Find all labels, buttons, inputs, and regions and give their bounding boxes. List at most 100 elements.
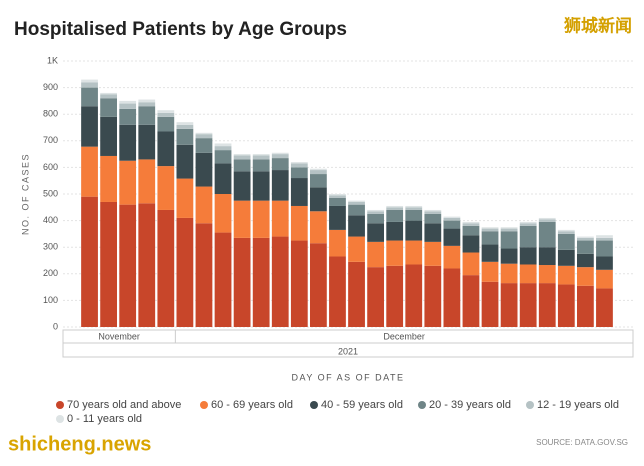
- bar-segment: [557, 231, 575, 234]
- bar-segment: [310, 187, 327, 212]
- bar-segment: [557, 233, 575, 250]
- bar-segment: [367, 267, 384, 327]
- bar-segment: [81, 106, 98, 147]
- bar-segment: [500, 263, 518, 284]
- bar-segment: [214, 143, 232, 147]
- bar-segment: [500, 227, 518, 229]
- bar-segment: [290, 163, 308, 168]
- legend-swatch: [200, 401, 208, 409]
- bar-segment: [157, 110, 175, 113]
- bar-segment: [557, 249, 575, 266]
- bar-segment: [443, 268, 461, 327]
- bar-segment: [176, 217, 194, 327]
- legend-label: 70 years old and above: [67, 399, 181, 411]
- y-tick-label: 200: [43, 268, 58, 278]
- bar-segment: [157, 131, 175, 167]
- legend-swatch: [526, 401, 534, 409]
- bar-segment: [195, 138, 213, 153]
- x-group-label: November: [98, 331, 140, 341]
- bar-segment: [119, 108, 137, 125]
- bar-segment: [557, 284, 575, 327]
- bar-segment: [195, 223, 213, 327]
- bar-segment: [119, 204, 137, 327]
- bar-segment: [367, 209, 384, 212]
- x-group-label: December: [383, 331, 425, 341]
- bar-segment: [348, 261, 365, 327]
- bar-segment: [310, 211, 327, 244]
- bar-segment: [405, 207, 423, 210]
- bar-segment: [271, 152, 289, 155]
- bar-segment: [519, 264, 537, 284]
- bar-segment: [176, 144, 194, 179]
- legend-swatch: [418, 401, 426, 409]
- bar-segment: [290, 240, 308, 327]
- bar-segment: [119, 100, 137, 104]
- bar-segment: [329, 194, 346, 196]
- bar-segment: [443, 245, 461, 269]
- bar-segment: [252, 171, 270, 201]
- bar-segment: [329, 205, 346, 230]
- bar-segment: [252, 237, 270, 327]
- bar-segment: [481, 281, 499, 327]
- bar-segment: [310, 170, 327, 175]
- bar-segment: [138, 124, 156, 160]
- bar-segment: [577, 240, 594, 254]
- bar-segment: [538, 217, 556, 220]
- bar-segment: [271, 154, 289, 159]
- bar-segment: [596, 288, 613, 327]
- bar-segment: [519, 225, 537, 248]
- bar-segment: [271, 170, 289, 201]
- legend-label: 12 - 19 years old: [537, 399, 619, 411]
- bar-segment: [443, 217, 461, 221]
- bar-segment: [348, 215, 365, 237]
- bar-segment: [195, 132, 213, 135]
- bar-segment: [176, 122, 194, 125]
- bar-segment: [557, 265, 575, 285]
- bar-segment: [424, 223, 442, 242]
- bar-segment: [367, 211, 384, 214]
- bar-segment: [252, 154, 270, 156]
- bar-segment: [100, 155, 117, 202]
- bar-segment: [386, 207, 404, 210]
- bar-segment: [138, 106, 156, 125]
- bar-segment: [348, 201, 365, 205]
- bar-segment: [348, 204, 365, 216]
- bar-segment: [424, 209, 442, 212]
- bar-segment: [538, 221, 556, 248]
- bar-segment: [214, 146, 232, 151]
- chart-title: Hospitalised Patients by Age Groups: [14, 19, 347, 40]
- bar-segment: [119, 124, 137, 161]
- bar-segment: [271, 200, 289, 237]
- bar-segment: [577, 236, 594, 238]
- bar-segment: [481, 261, 499, 282]
- bar-segment: [176, 178, 194, 218]
- y-tick-label: 700: [43, 135, 58, 145]
- bar-segment: [214, 194, 232, 233]
- bar-segment: [462, 252, 480, 276]
- bar-segment: [176, 124, 194, 129]
- bar-segment: [100, 92, 117, 95]
- bar-segment: [329, 195, 346, 198]
- bar-segment: [81, 196, 98, 327]
- bar-segment: [157, 112, 175, 117]
- bar-segment: [405, 264, 423, 327]
- bar-segment: [481, 228, 499, 232]
- bar-segment: [443, 220, 461, 229]
- bar-segment: [519, 223, 537, 226]
- legend-swatch: [56, 401, 64, 409]
- bar-segment: [405, 205, 423, 208]
- bar-segment: [138, 159, 156, 204]
- bar-segment: [500, 248, 518, 264]
- bar-segment: [233, 155, 251, 160]
- bar-segment: [81, 146, 98, 197]
- legend-label: 0 - 11 years old: [67, 413, 142, 425]
- bar-segment: [500, 231, 518, 249]
- bar-segment: [233, 159, 251, 172]
- bar-segment: [577, 253, 594, 268]
- bar-segment: [310, 168, 327, 171]
- bar-segment: [386, 205, 404, 208]
- bar-segment: [462, 235, 480, 253]
- bar-segment: [519, 221, 537, 224]
- bar-segment: [290, 178, 308, 206]
